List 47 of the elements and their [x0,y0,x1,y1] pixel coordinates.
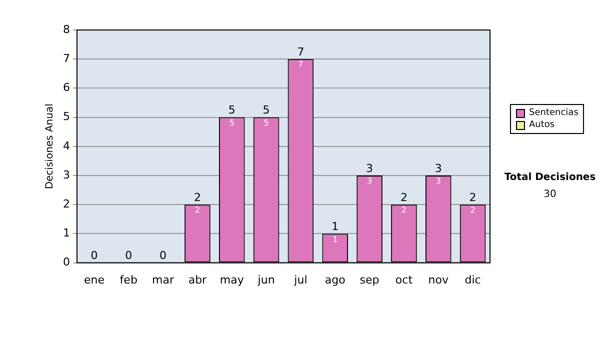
x-tick-label: feb [120,273,138,286]
data-label: 1 [332,234,338,244]
y-tick-label: 8 [63,22,70,36]
legend-label: Autos [529,119,555,131]
x-tick-label: sep [360,273,380,286]
x-tick-label: may [220,273,244,286]
x-tick-label: ene [84,273,105,286]
data-label: 2 [194,206,200,215]
y-tick-label: 7 [63,52,70,65]
x-tick-label: ago [324,273,346,286]
text: 30 [542,189,558,200]
total-label: 2 [400,190,408,204]
x-tick-label: abr [188,273,208,286]
y-axis-title: Decisiones Anual [44,104,56,190]
total-label: 3 [434,162,442,175]
x-tick-label: jul [293,273,308,286]
y-tick-label: 6 [63,81,70,94]
x-tick-label: oct [395,273,414,286]
data-label: 2 [470,206,476,215]
y-tick-label: 5 [63,110,70,124]
total-label: 5 [228,104,236,117]
total-label: 0 [125,249,132,262]
data-label: 5 [264,118,269,128]
data-label: 3 [366,176,372,186]
data-label: 2 [401,206,407,215]
x-tick-label: mar [152,273,175,286]
data-label: 3 [436,176,441,186]
y-tick-label: 2 [63,197,70,210]
y-tick-label: 4 [63,139,70,152]
y-tick-label: 3 [63,168,70,182]
x-tick-label: nov [428,273,449,286]
total-label: 7 [297,45,304,58]
x-tick-label: dic [464,273,481,286]
total-label: 0 [90,249,98,262]
y-tick-label: 1 [63,226,70,240]
total-label: 2 [469,190,476,204]
total-label: 2 [194,190,201,204]
legend-label: Sentencias [529,107,578,119]
x-tick-label: jun [256,273,275,286]
data-label: 5 [229,118,234,128]
total-label: 5 [262,104,270,117]
text: Total Decisiones [503,172,597,183]
total-label: 1 [332,220,339,234]
total-label: 0 [160,249,167,262]
total-label: 3 [366,162,374,175]
y-tick-label: 0 [63,256,70,269]
data-label: 7 [298,60,304,70]
